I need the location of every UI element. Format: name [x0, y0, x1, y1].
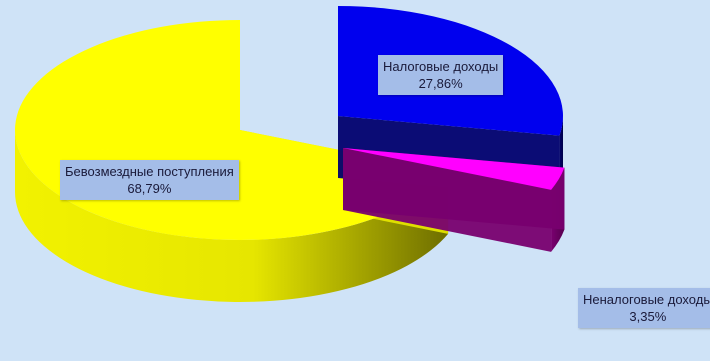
slice-label-nenalogovye: Неналоговые доходы 3,35%	[578, 288, 710, 328]
slice-label-nenalogovye-name: Неналоговые доходы	[583, 292, 710, 307]
slice-label-nenalogovye-value: 3,35%	[629, 309, 667, 324]
slice-label-nalogovye: Налоговые доходы 27,86%	[378, 55, 504, 95]
slice-label-nalogovye-value: 27,86%	[418, 76, 463, 91]
pie-top-nenalogovye	[343, 148, 565, 190]
pie-side-bezvozmezdnye	[14, 130, 449, 302]
pie-slice-nenalogovye	[343, 148, 565, 252]
slice-label-bezvozmezdnye-value: 68,79%	[127, 181, 172, 196]
slice-label-nalogovye-name: Налоговые доходы	[383, 59, 499, 74]
pie-wall-nenalogovye-1	[343, 148, 552, 252]
slice-label-bezvozmezdnye-name: Бевозмездные поступления	[65, 164, 234, 179]
slice-label-bezvozmezdnye: Бевозмездные поступления 68,79%	[60, 160, 239, 200]
